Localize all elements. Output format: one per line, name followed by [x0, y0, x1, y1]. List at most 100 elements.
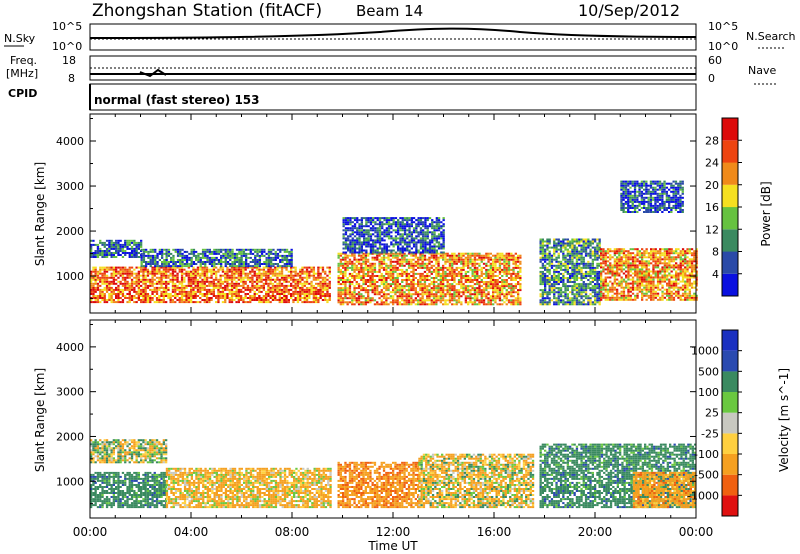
cell — [541, 252, 544, 255]
cell — [431, 247, 434, 250]
cell — [178, 266, 181, 269]
cell — [112, 301, 115, 304]
cell — [394, 291, 397, 294]
cell — [194, 272, 197, 275]
cell — [378, 241, 382, 244]
cell — [151, 290, 154, 293]
cell — [555, 268, 558, 271]
cell — [435, 258, 438, 261]
cell — [96, 295, 100, 297]
cell — [144, 286, 147, 289]
cell — [305, 286, 309, 289]
cell — [580, 301, 583, 304]
cell — [117, 299, 120, 301]
cell — [575, 242, 579, 245]
cell — [303, 301, 306, 304]
cell — [557, 254, 560, 257]
cell — [140, 280, 143, 283]
cell — [580, 266, 583, 269]
cell — [464, 260, 467, 263]
cell — [280, 270, 284, 273]
cell — [378, 293, 381, 296]
cell — [464, 272, 467, 275]
cell — [355, 297, 358, 300]
cell — [158, 288, 161, 291]
cell — [299, 274, 302, 277]
cell — [353, 235, 357, 238]
cell — [283, 278, 286, 281]
cell — [99, 241, 102, 244]
cell — [381, 221, 384, 224]
cell — [319, 274, 322, 277]
cell — [380, 281, 383, 283]
cell — [439, 287, 442, 290]
cell — [228, 278, 231, 281]
cell — [492, 277, 495, 279]
cell — [376, 223, 379, 226]
cell — [396, 260, 399, 263]
cell — [544, 299, 547, 302]
cell — [451, 297, 454, 300]
cell — [228, 274, 231, 277]
cell — [215, 274, 218, 277]
cell — [140, 261, 143, 263]
cell — [403, 299, 406, 302]
cell — [290, 284, 293, 287]
cell — [371, 281, 374, 283]
cell — [99, 270, 102, 273]
cell — [235, 265, 239, 268]
cell — [496, 283, 499, 286]
cell — [403, 243, 407, 246]
cell — [90, 293, 93, 295]
cell — [265, 256, 268, 259]
cell — [199, 297, 202, 299]
cell — [575, 293, 579, 296]
cell — [385, 301, 388, 304]
cell — [362, 275, 365, 277]
cell — [559, 248, 563, 251]
cell — [353, 303, 356, 306]
cell — [419, 247, 423, 250]
cell — [510, 291, 513, 294]
cell — [594, 291, 597, 294]
cell — [578, 285, 581, 288]
cell — [137, 274, 140, 277]
cell — [251, 278, 254, 281]
cell — [448, 266, 452, 269]
cell — [562, 301, 565, 304]
cell — [351, 266, 354, 269]
cell — [181, 265, 184, 268]
cell — [367, 264, 370, 267]
cell — [212, 268, 215, 271]
cell — [305, 278, 309, 281]
cell — [423, 279, 427, 281]
cell — [494, 260, 497, 263]
cell — [258, 256, 261, 259]
cell — [451, 285, 454, 288]
cell — [442, 231, 445, 234]
cell — [351, 277, 354, 279]
cell — [582, 256, 585, 259]
cell — [213, 265, 216, 268]
cell — [387, 254, 390, 257]
cell — [146, 272, 150, 275]
cell — [213, 248, 216, 251]
cell — [96, 254, 100, 256]
cell — [181, 252, 184, 255]
cell — [367, 225, 370, 228]
cell — [478, 275, 481, 277]
cell — [296, 297, 300, 299]
cell — [187, 299, 190, 301]
cell — [274, 286, 277, 289]
cell — [380, 256, 383, 259]
cell — [385, 277, 388, 279]
cell — [412, 241, 416, 244]
cell — [442, 252, 445, 255]
cell — [358, 225, 361, 228]
cell — [328, 280, 331, 283]
cell — [405, 258, 408, 261]
cell — [254, 265, 257, 268]
cell — [382, 279, 386, 281]
cell — [328, 268, 331, 271]
cell — [546, 293, 549, 296]
